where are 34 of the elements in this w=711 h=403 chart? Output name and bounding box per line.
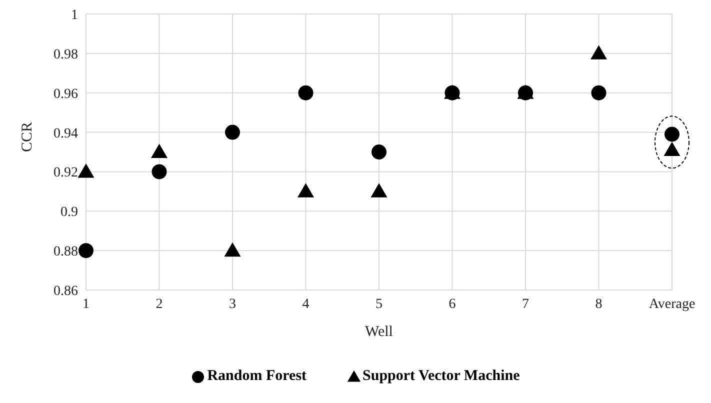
point [298,85,314,100]
point [298,183,314,198]
y-tick-label: 0.92 [54,166,78,181]
point [152,164,167,180]
x-tick-label: 4 [302,296,310,312]
point [370,183,388,198]
y-tick-label: 0.88 [54,244,78,260]
x-tick-label: 5 [376,296,382,312]
x-tick-label: 7 [522,296,529,312]
x-tick-label: 8 [595,296,602,312]
x-tick-label: 6 [448,296,456,312]
point [590,45,607,60]
point [664,126,680,142]
point [151,144,168,158]
y-axis-title: CCR [19,122,36,152]
x-tick-label: 1 [82,296,90,312]
x-tick-label: 3 [229,296,236,312]
point [78,163,94,178]
y-tick-label: 0.96 [54,86,78,102]
x-tick-label: Average [648,296,696,312]
y-tick-label: 0.9 [60,205,78,220]
y-tick-label: 0.94 [54,126,78,142]
legend-label: Support Vector Machine [362,368,520,385]
point [225,124,240,140]
x-tick-label: 2 [156,296,163,312]
point [224,242,241,257]
point [591,85,606,100]
x-axis-title: Well [365,324,393,340]
legend-label: Random Forest [207,368,307,385]
y-tick-label: 1 [71,8,78,23]
y-tick-label: 0.86 [54,284,78,299]
point [78,243,94,258]
y-tick-label: 0.98 [54,47,78,62]
point [372,144,386,160]
